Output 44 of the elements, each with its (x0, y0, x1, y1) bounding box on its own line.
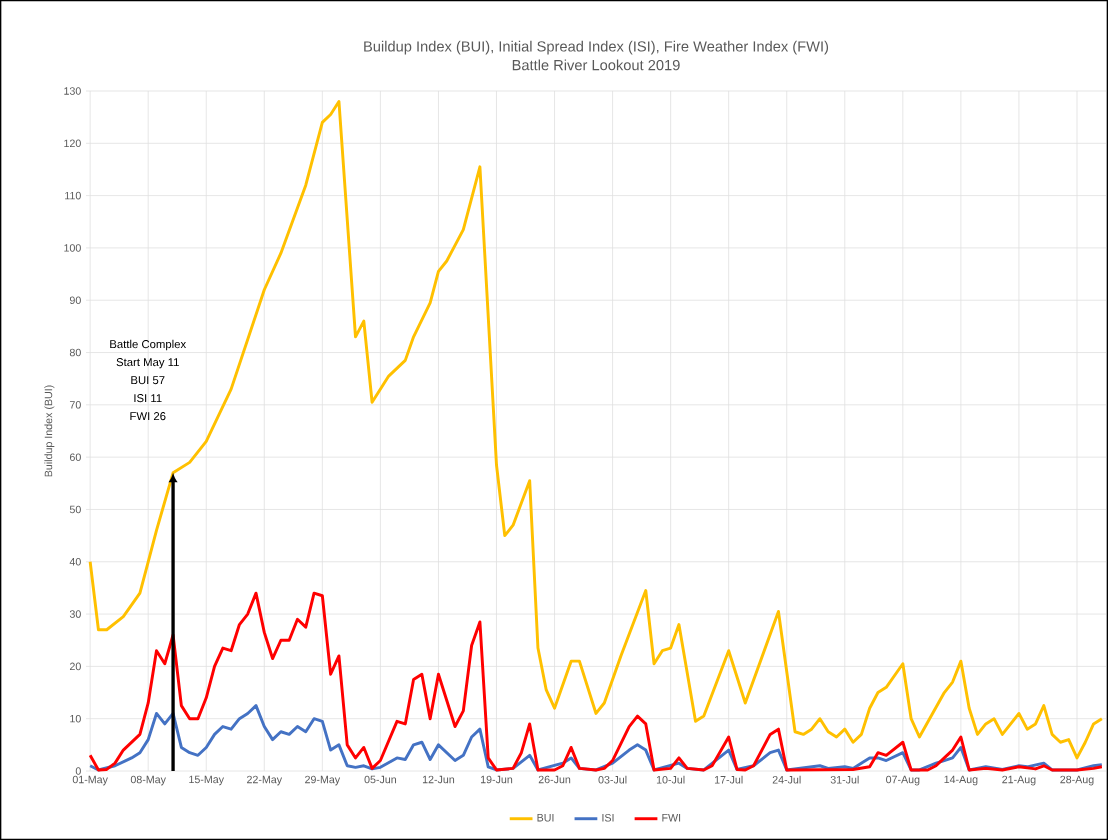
y-tick-label: 50 (69, 505, 81, 514)
x-tick-label: 07-Aug (886, 775, 920, 786)
y-tick-label: 110 (65, 191, 81, 200)
annotation: FWI 26 (130, 412, 166, 421)
chart-subtitle: Battle River Lookout 2019 (512, 59, 680, 71)
y-tick-label: 60 (69, 453, 81, 461)
annotation: Battle Complex (110, 339, 187, 351)
annotation: Start May 11 (116, 358, 179, 369)
y-tick-label: 0 (75, 767, 81, 775)
x-tick-label: 17-Jul (714, 775, 743, 784)
y-tick-label: 30 (69, 610, 81, 618)
y-tick-label: 90 (69, 296, 81, 304)
y-tick-label: 120 (64, 139, 81, 148)
x-tick-label: 22-May (247, 775, 283, 786)
legend-label: ISI (602, 814, 614, 822)
x-tick-label: 15-May (189, 775, 224, 786)
legend-label: BUI (537, 814, 554, 822)
y-tick-label: 70 (69, 401, 81, 409)
x-tick-label: 03-Jul (598, 775, 627, 784)
annotation: BUI 57 (131, 376, 165, 385)
x-tick-label: 14-Aug (944, 775, 978, 786)
y-tick-label: 80 (69, 348, 81, 357)
x-tick-label: 05-Jun (364, 775, 397, 784)
annotation: ISI 11 (134, 394, 162, 403)
x-tick-label: 31-Jul (830, 775, 859, 784)
legend-label: FWI (662, 814, 681, 822)
x-tick-label: 24-Jul (772, 775, 801, 784)
x-tick-label: 21-Aug (1002, 775, 1036, 786)
x-tick-label: 12-Jun (422, 775, 455, 784)
y-axis-title: Buildup Index (BUI) (44, 385, 55, 477)
x-tick-label: 10-Jul (656, 775, 685, 784)
x-tick-label: 01-May (72, 775, 108, 786)
chart-title: Buildup Index (BUI), Initial Spread Index (ISI), Fire Weather Index (FWI) (364, 40, 829, 55)
x-tick-label: 29-May (305, 775, 341, 786)
y-tick-label: 10 (70, 714, 81, 723)
x-tick-label: 26-Jun (538, 775, 571, 784)
y-tick-label: 40 (69, 558, 81, 566)
line-series (88, 591, 1104, 772)
y-tick-label: 130 (64, 87, 81, 95)
x-tick-label: 19-Jun (481, 775, 513, 784)
y-tick-label: 20 (69, 662, 81, 671)
x-tick-label: 08-May (130, 775, 166, 786)
x-tick-label: 28-Aug (1060, 775, 1094, 786)
y-tick-label: 100 (64, 244, 81, 252)
